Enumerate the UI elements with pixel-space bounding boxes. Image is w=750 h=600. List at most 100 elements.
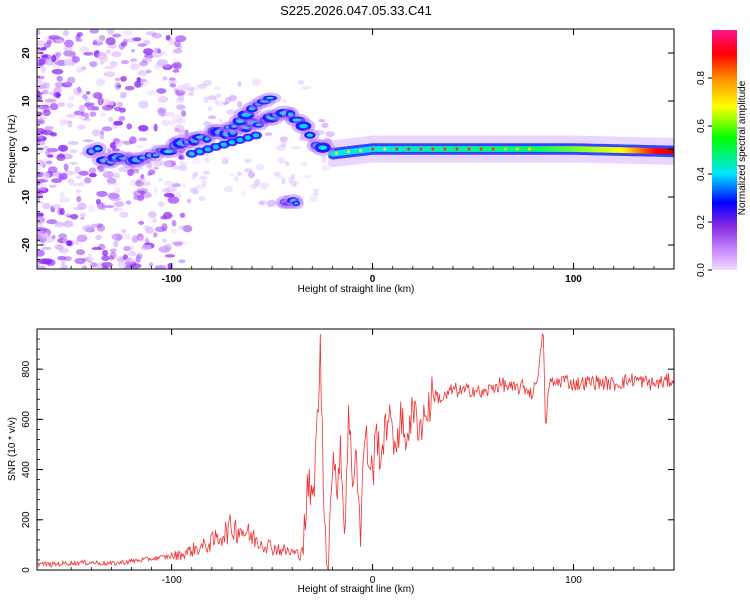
noise-speckle <box>37 79 42 84</box>
noise-speckle <box>163 192 175 198</box>
noise-speckle <box>37 57 48 66</box>
ridge-blob-peak <box>268 97 272 99</box>
noise-speckle <box>145 31 157 36</box>
noise-speckle <box>42 109 51 117</box>
noise-speckle <box>259 182 270 190</box>
noise-speckle <box>121 59 130 65</box>
noise-speckle <box>116 101 123 107</box>
noise-speckle <box>167 196 180 204</box>
noise-speckle <box>236 101 243 108</box>
noise-speckle <box>132 37 142 42</box>
noise-speckle <box>83 177 92 184</box>
noise-speckle <box>237 81 242 87</box>
noise-speckle <box>207 105 213 112</box>
band-peak <box>431 147 435 151</box>
noise-speckle <box>142 48 154 55</box>
noise-speckle <box>84 102 95 106</box>
noise-speckle <box>95 78 106 86</box>
ridge-blob-core <box>188 151 195 156</box>
noise-speckle <box>101 261 113 268</box>
colorbar-tick-label: 0.6 <box>696 119 707 133</box>
noise-speckle <box>44 126 54 130</box>
noise-speckle <box>97 166 107 172</box>
noise-speckle <box>138 124 149 132</box>
snr-ytick-label: 0 <box>21 567 32 573</box>
noise-speckle <box>190 174 196 181</box>
noise-speckle <box>87 204 96 213</box>
noise-speckle <box>198 196 206 202</box>
snr-xtick-label: 100 <box>565 575 582 586</box>
noise-speckle <box>103 71 116 78</box>
noise-speckle <box>82 93 88 100</box>
noise-speckle <box>53 92 62 98</box>
noise-speckle <box>172 241 184 246</box>
band-peak <box>443 147 447 151</box>
noise-speckle <box>66 102 75 108</box>
noise-speckle <box>168 119 177 126</box>
spectrogram-ytick-label: 10 <box>21 95 32 107</box>
noise-speckle <box>187 92 195 97</box>
noise-speckle <box>182 225 193 233</box>
noise-speckle <box>73 87 84 96</box>
band-peak <box>383 147 387 151</box>
noise-speckle <box>171 219 177 227</box>
noise-speckle <box>100 112 107 117</box>
noise-speckle <box>41 66 46 74</box>
noise-speckle <box>74 166 81 174</box>
noise-speckle <box>37 93 43 102</box>
noise-speckle <box>81 117 91 122</box>
noise-speckle <box>284 160 290 167</box>
noise-speckle <box>37 200 44 205</box>
noise-speckle <box>79 212 86 218</box>
noise-speckle <box>169 82 177 88</box>
noise-speckle <box>58 173 68 181</box>
noise-speckle <box>118 115 126 122</box>
noise-speckle <box>152 160 165 167</box>
noise-speckle <box>139 60 149 67</box>
noise-speckle <box>138 220 145 225</box>
noise-speckle <box>321 164 331 172</box>
noise-speckle <box>42 82 50 88</box>
noise-speckle <box>58 247 69 254</box>
noise-speckle <box>109 61 118 67</box>
band-peak <box>334 151 338 155</box>
noise-speckle <box>145 69 152 74</box>
noise-speckle <box>85 91 91 95</box>
noise-speckle <box>141 78 150 87</box>
noise-speckle <box>122 140 133 146</box>
noise-speckle <box>113 240 119 248</box>
noise-speckle <box>103 204 115 209</box>
spectrogram-xtick-label: -100 <box>162 274 182 285</box>
noise-speckle <box>69 149 78 154</box>
noise-speckle <box>68 95 75 101</box>
spectrogram-xtick-label: 0 <box>370 274 376 285</box>
noise-speckle <box>112 124 117 129</box>
noise-speckle <box>168 38 175 46</box>
noise-speckle <box>46 147 59 153</box>
noise-speckle <box>41 54 49 59</box>
noise-speckle <box>52 203 62 209</box>
noise-speckle <box>255 163 265 171</box>
noise-speckle <box>157 95 169 104</box>
noise-speckle <box>58 263 68 269</box>
noise-speckle <box>164 111 176 118</box>
noise-speckle <box>148 211 157 219</box>
noise-speckle <box>158 245 171 253</box>
noise-speckle <box>244 158 252 163</box>
noise-speckle <box>54 244 64 250</box>
noise-speckle <box>43 232 49 237</box>
noise-speckle <box>288 176 294 184</box>
noise-speckle <box>157 107 167 114</box>
noise-speckle <box>107 29 115 35</box>
noise-speckle <box>112 33 122 38</box>
noise-speckle <box>56 154 66 162</box>
noise-speckle <box>91 106 100 111</box>
noise-speckle <box>62 30 69 36</box>
noise-speckle <box>96 223 106 232</box>
noise-speckle <box>178 165 188 172</box>
noise-speckle <box>44 98 57 103</box>
noise-speckle <box>153 123 158 132</box>
noise-speckle <box>146 172 153 176</box>
spectrogram-xtick-label: 100 <box>565 274 582 285</box>
noise-speckle <box>247 171 256 179</box>
